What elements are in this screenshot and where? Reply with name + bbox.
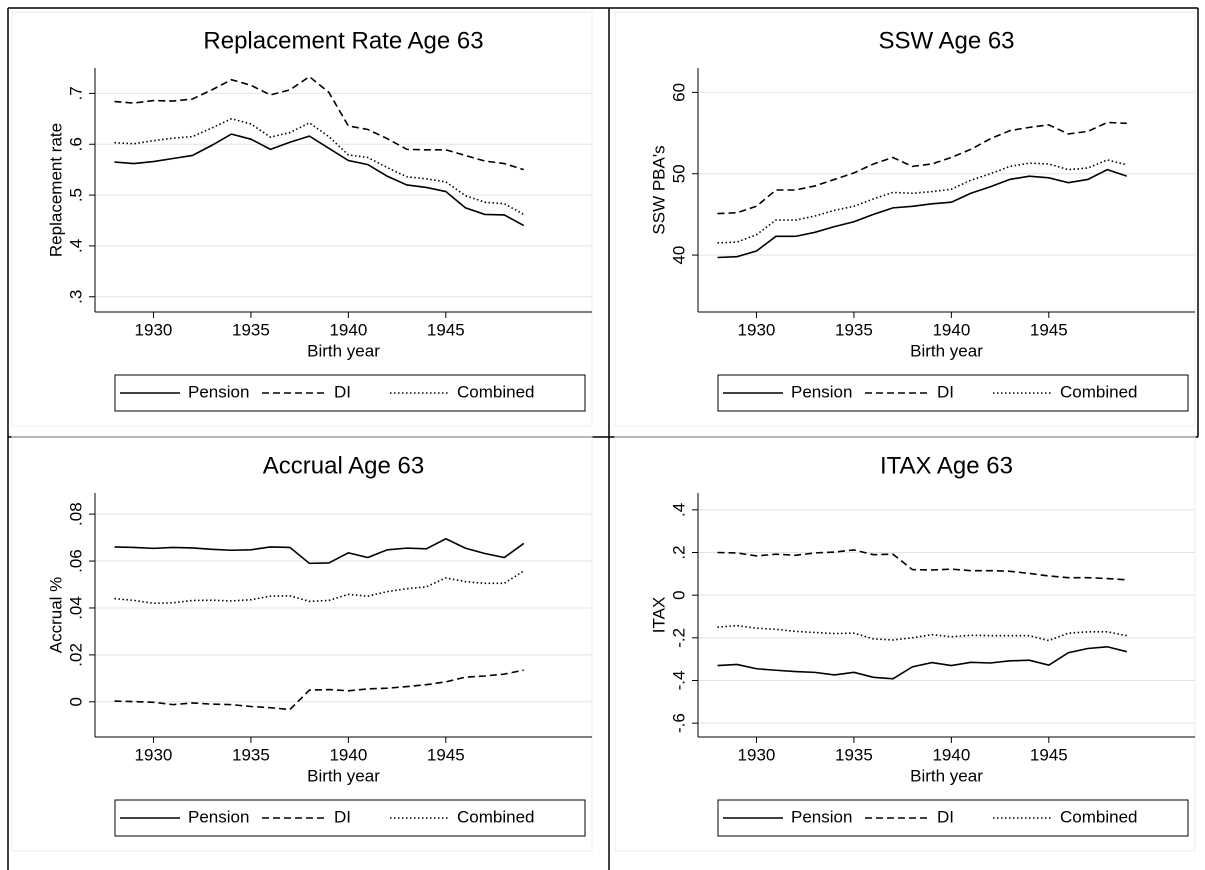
- legend-label: Combined: [457, 382, 535, 401]
- chart-title: Replacement Rate Age 63: [203, 27, 483, 54]
- y-tick-label: .08: [66, 502, 85, 526]
- y-tick-label: .06: [66, 549, 85, 573]
- y-tick-label: .6: [66, 137, 85, 151]
- x-tick-label: 1940: [329, 320, 367, 339]
- x-axis-label: Birth year: [307, 766, 380, 785]
- legend-box: [114, 799, 586, 837]
- panel-border: [614, 11, 1196, 427]
- x-tick-label: 1935: [835, 745, 873, 764]
- legend-label: Combined: [1060, 382, 1138, 401]
- series-line: [717, 549, 1127, 581]
- y-tick-label: .4: [66, 239, 85, 253]
- legend-label: Pension: [188, 807, 249, 826]
- x-axis-label: Birth year: [910, 341, 983, 360]
- y-tick-label: 40: [669, 246, 688, 265]
- y-tick-label: 50: [669, 164, 688, 183]
- legend-label: DI: [937, 382, 954, 401]
- x-axis-label: Birth year: [910, 766, 983, 785]
- chart-panel: Replacement Rate Age 63 .3 .4 .5 .6 .7 1930 193…: [11, 11, 593, 427]
- x-tick-label: 1945: [1030, 745, 1068, 764]
- panel-border: [11, 11, 593, 427]
- series-line: [717, 168, 1128, 259]
- y-axis-label: ITAX: [649, 597, 668, 634]
- legend-label: DI: [937, 807, 954, 826]
- x-tick-label: 1935: [835, 320, 873, 339]
- legend-box: [114, 374, 586, 412]
- y-tick-label: 0: [669, 590, 688, 599]
- legend-label: Combined: [1060, 807, 1138, 826]
- panel-border: [11, 436, 593, 852]
- legend-label: Pension: [791, 807, 852, 826]
- x-tick-label: 1935: [232, 320, 270, 339]
- series-line: [114, 133, 525, 227]
- y-tick-label: .4: [669, 503, 688, 517]
- panel-border: [614, 436, 1196, 852]
- legend-label: Combined: [457, 807, 535, 826]
- series-line: [717, 121, 1127, 215]
- y-tick-label: 60: [669, 83, 688, 102]
- legend-label: DI: [334, 807, 351, 826]
- chart-panel: ITAX Age 63 -.6 -.4 -.2 0 .2 .4 1930 1935 1940 194…: [614, 436, 1196, 852]
- x-tick-label: 1930: [135, 745, 173, 764]
- x-tick-label: 1940: [932, 320, 970, 339]
- y-tick-label: -.4: [669, 671, 688, 691]
- x-tick-label: 1940: [329, 745, 367, 764]
- chart-panel: Accrual Age 63 0 .02 .04 .06 .08 1930 1935 1940 1…: [11, 436, 593, 852]
- series-line: [717, 159, 1127, 244]
- legend-box: [717, 799, 1189, 837]
- legend-label: DI: [334, 382, 351, 401]
- chart-title: Accrual Age 63: [263, 452, 424, 479]
- y-tick-label: .7: [66, 86, 85, 100]
- series-line: [114, 537, 525, 565]
- y-axis-label: Replacement rate: [46, 123, 65, 257]
- x-axis-label: Birth year: [307, 341, 380, 360]
- x-tick-label: 1930: [738, 745, 776, 764]
- series-line: [114, 669, 524, 711]
- chart-title: SSW Age 63: [878, 27, 1014, 54]
- y-tick-label: -.6: [669, 713, 688, 733]
- y-axis-label: Accrual %: [46, 577, 65, 654]
- y-tick-label: .3: [66, 290, 85, 304]
- chart-panel: SSW Age 63 40 50 60 1930 1935 1940 1945 Birth ye…: [614, 11, 1196, 427]
- series-line: [114, 117, 525, 216]
- x-tick-label: 1930: [738, 320, 776, 339]
- y-tick-label: .02: [66, 643, 85, 667]
- x-tick-label: 1935: [232, 745, 270, 764]
- series-line: [114, 570, 525, 605]
- y-tick-label: 0: [66, 697, 85, 706]
- series-line: [114, 75, 525, 171]
- x-tick-label: 1945: [1030, 320, 1068, 339]
- y-axis-label: SSW PBA's: [649, 145, 668, 234]
- y-tick-label: .5: [66, 188, 85, 202]
- legend-box: [717, 374, 1189, 412]
- legend-label: Pension: [188, 382, 249, 401]
- y-tick-label: .04: [66, 596, 85, 620]
- x-tick-label: 1940: [932, 745, 970, 764]
- x-tick-label: 1945: [427, 745, 465, 764]
- legend-label: Pension: [791, 382, 852, 401]
- y-tick-label: .2: [669, 545, 688, 559]
- chart-title: ITAX Age 63: [880, 452, 1013, 479]
- x-tick-label: 1930: [135, 320, 173, 339]
- y-tick-label: -.2: [669, 628, 688, 648]
- series-line: [717, 645, 1127, 680]
- x-tick-label: 1945: [427, 320, 465, 339]
- series-line: [717, 624, 1127, 642]
